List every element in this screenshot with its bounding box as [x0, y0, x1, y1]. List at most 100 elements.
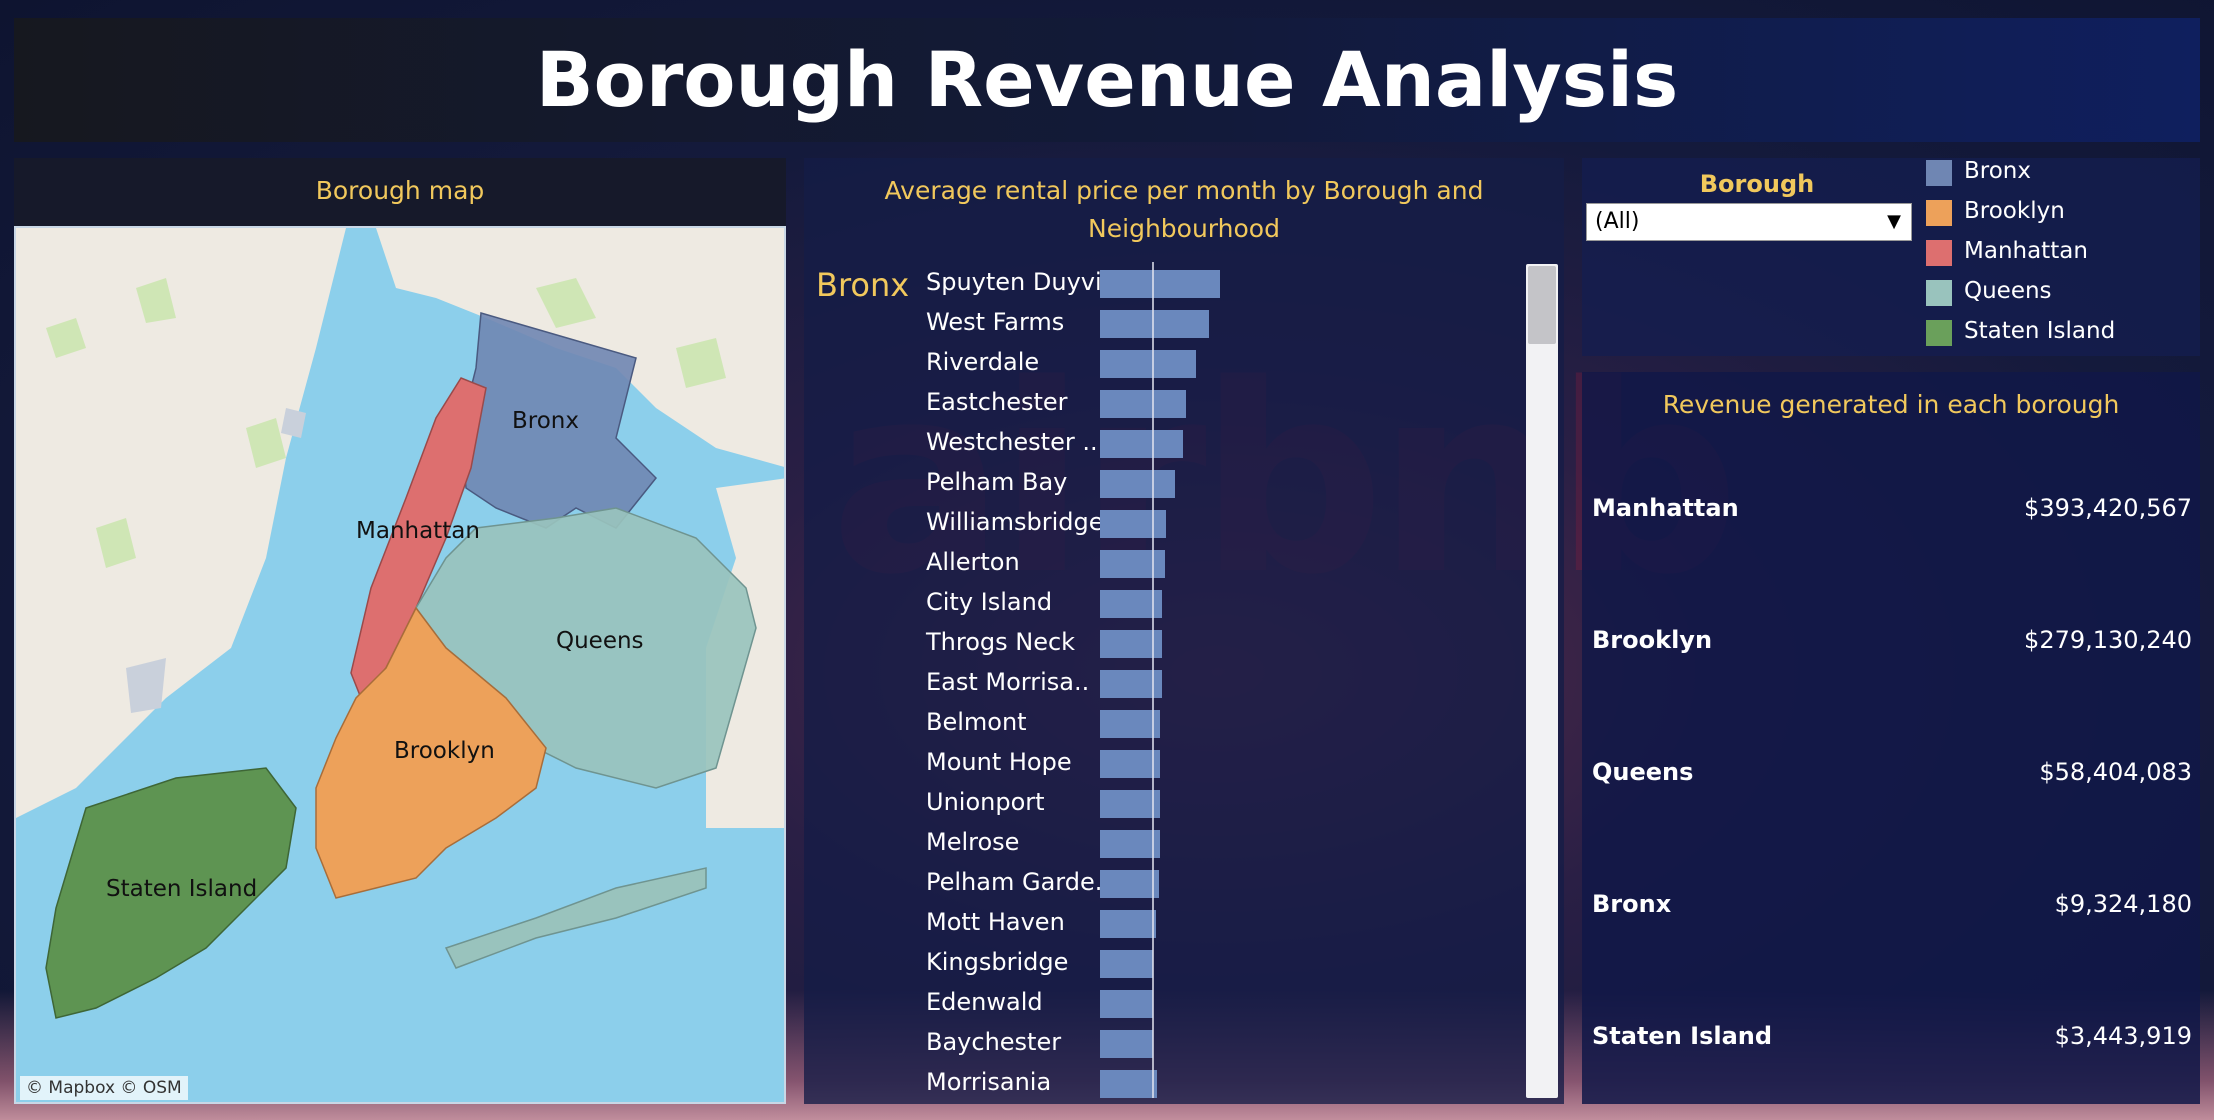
- bar-label: Throgs Neck: [926, 628, 1076, 656]
- bar-label: Williamsbridge: [926, 508, 1104, 536]
- bar[interactable]: [1100, 550, 1165, 578]
- legend-label: Queens: [1964, 278, 2052, 304]
- revenue-row: Brooklyn $279,130,240: [1592, 626, 2192, 660]
- revenue-row: Staten Island $3,443,919: [1592, 1022, 2192, 1056]
- park-patch: [46, 318, 86, 358]
- chart-scrollbar[interactable]: [1526, 264, 1558, 1098]
- bar[interactable]: [1100, 1030, 1153, 1058]
- bar[interactable]: [1100, 1070, 1157, 1098]
- revenue-borough: Manhattan: [1592, 494, 1739, 522]
- bar[interactable]: [1100, 270, 1220, 298]
- bar-row[interactable]: Allerton: [804, 544, 1504, 584]
- bar-label: Mott Haven: [926, 908, 1065, 936]
- revenue-row: Manhattan $393,420,567: [1592, 494, 2192, 528]
- map-attribution[interactable]: © Mapbox © OSM: [20, 1076, 188, 1100]
- revenue-amount: $9,324,180: [2054, 890, 2192, 918]
- bar-label: Riverdale: [926, 348, 1040, 376]
- bar-row[interactable]: Unionport: [804, 784, 1504, 824]
- bar-label: Allerton: [926, 548, 1020, 576]
- bar-row[interactable]: Edenwald: [804, 984, 1504, 1024]
- map-label-staten-island: Staten Island: [106, 876, 258, 902]
- bar-label: Melrose: [926, 828, 1020, 856]
- airport-area: [126, 658, 166, 713]
- bar-row[interactable]: Belmont: [804, 704, 1504, 744]
- bar-label: Pelham Bay: [926, 468, 1068, 496]
- bar-row[interactable]: Pelham Bay: [804, 464, 1504, 504]
- bar-label: Unionport: [926, 788, 1045, 816]
- revenue-amount: $58,404,083: [2039, 758, 2192, 786]
- legend-label: Brooklyn: [1964, 198, 2065, 224]
- bar-row[interactable]: Mount Hope: [804, 744, 1504, 784]
- bar[interactable]: [1100, 750, 1160, 778]
- bar-row[interactable]: Pelham Garde..: [804, 864, 1504, 904]
- filter-title: Borough: [1699, 170, 1815, 198]
- chevron-down-icon[interactable]: ▼: [1887, 211, 1901, 232]
- revenue-amount: $3,443,919: [2054, 1022, 2192, 1050]
- bar[interactable]: [1100, 590, 1162, 618]
- park-patch: [96, 518, 136, 568]
- bar-row[interactable]: Throgs Neck: [804, 624, 1504, 664]
- borough-map[interactable]: Bronx Manhattan Queens Brooklyn Staten I…: [14, 226, 786, 1104]
- reservoir: [281, 408, 306, 438]
- bar-label: Spuyten Duyvil: [926, 268, 1109, 296]
- bar[interactable]: [1100, 350, 1196, 378]
- bar[interactable]: [1100, 950, 1153, 978]
- legend-item-staten-island[interactable]: Staten Island: [1926, 318, 2186, 348]
- legend-item-bronx[interactable]: Bronx: [1926, 158, 2186, 188]
- legend-item-queens[interactable]: Queens: [1926, 278, 2186, 308]
- bar[interactable]: [1100, 990, 1153, 1018]
- park-patch: [246, 418, 286, 468]
- bar-row[interactable]: Melrose: [804, 824, 1504, 864]
- borough-brooklyn[interactable]: [315, 606, 547, 899]
- scrollbar-thumb[interactable]: [1528, 266, 1556, 344]
- bar[interactable]: [1100, 630, 1162, 658]
- revenue-amount: $279,130,240: [2024, 626, 2192, 654]
- bar[interactable]: [1100, 830, 1160, 858]
- legend-item-brooklyn[interactable]: Brooklyn: [1926, 198, 2186, 228]
- map-canvas[interactable]: [16, 228, 786, 1104]
- bar[interactable]: [1100, 910, 1156, 938]
- bar-row[interactable]: Baychester: [804, 1024, 1504, 1064]
- bar-row[interactable]: Williamsbridge: [804, 504, 1504, 544]
- bar-row[interactable]: East Morrisa..: [804, 664, 1504, 704]
- bar-label: Pelham Garde..: [926, 868, 1110, 896]
- revenue-title: Revenue generated in each borough: [1662, 390, 2120, 419]
- legend-swatch: [1926, 160, 1952, 186]
- bar-row[interactable]: Eastchester: [804, 384, 1504, 424]
- borough-staten-island[interactable]: [45, 767, 297, 1019]
- legend-item-manhattan[interactable]: Manhattan: [1926, 238, 2186, 268]
- filter-panel: Borough (All) ▼ Bronx Brooklyn Manhattan…: [1582, 158, 2200, 356]
- bar[interactable]: [1100, 870, 1159, 898]
- bar-row[interactable]: West Farms: [804, 304, 1504, 344]
- revenue-borough: Staten Island: [1592, 1022, 1773, 1050]
- map-label-brooklyn: Brooklyn: [394, 738, 495, 764]
- bar[interactable]: [1100, 790, 1160, 818]
- bar-row[interactable]: Riverdale: [804, 344, 1504, 384]
- bar-row[interactable]: Mott Haven: [804, 904, 1504, 944]
- borough-filter-value: (All): [1595, 209, 1640, 234]
- bar-row[interactable]: Westchester ..: [804, 424, 1504, 464]
- bar-row[interactable]: Spuyten Duyvil: [804, 264, 1504, 304]
- bar-label: Baychester: [926, 1028, 1062, 1056]
- bar[interactable]: [1100, 510, 1166, 538]
- dashboard-header: Borough Revenue Analysis: [14, 18, 2200, 142]
- legend-label: Manhattan: [1964, 238, 2088, 264]
- bar-label: Edenwald: [926, 988, 1043, 1016]
- bar[interactable]: [1100, 670, 1162, 698]
- bar[interactable]: [1100, 470, 1175, 498]
- bar-label: Mount Hope: [926, 748, 1072, 776]
- bar-label: East Morrisa..: [926, 668, 1090, 696]
- bar-label: Belmont: [926, 708, 1027, 736]
- bar[interactable]: [1100, 710, 1160, 738]
- bar-row[interactable]: Kingsbridge: [804, 944, 1504, 984]
- bar[interactable]: [1100, 310, 1209, 338]
- bar[interactable]: [1100, 430, 1183, 458]
- bar-row[interactable]: Morrisania: [804, 1064, 1504, 1104]
- borough-filter-select[interactable]: (All) ▼: [1586, 203, 1912, 241]
- borough-queens-rockaways: [444, 867, 707, 969]
- bar-label: Kingsbridge: [926, 948, 1069, 976]
- bar[interactable]: [1100, 390, 1186, 418]
- bar-label: City Island: [926, 588, 1053, 616]
- bar-row[interactable]: City Island: [804, 584, 1504, 624]
- revenue-borough: Brooklyn: [1592, 626, 1713, 654]
